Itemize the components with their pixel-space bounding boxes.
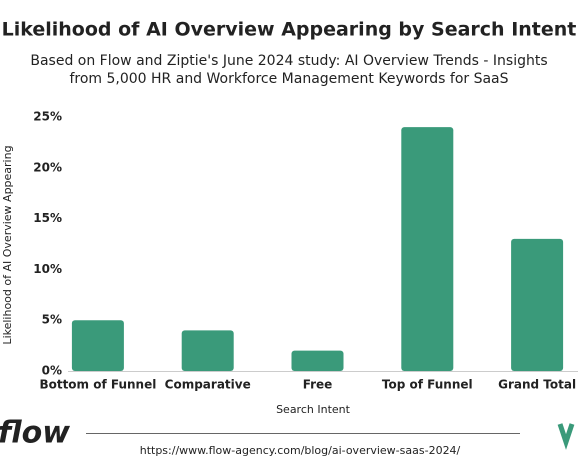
y-tick-label: 0%	[42, 364, 62, 378]
bar	[291, 350, 344, 371]
x-tick-label: Bottom of Funnel	[39, 378, 156, 392]
bar	[181, 330, 234, 371]
bar	[401, 127, 454, 371]
y-axis-label: Likelihood of AI Overview Appearing	[1, 145, 14, 344]
y-tick-label: 20%	[33, 160, 62, 174]
y-tick-label: 25%	[33, 110, 62, 124]
chart-title: Likelihood of AI Overview Appearing by S…	[2, 19, 577, 41]
x-tick-label: Grand Total	[498, 378, 576, 392]
x-tick-label: Comparative	[165, 378, 251, 392]
chart-subtitle: from 5,000 HR and Workforce Management K…	[69, 71, 508, 87]
x-axis-label: Search Intent	[276, 403, 351, 416]
bar	[511, 238, 564, 371]
logo: flow	[0, 416, 70, 451]
x-tick-label: Top of Funnel	[382, 378, 473, 392]
logo-mark	[557, 423, 575, 450]
y-tick-label: 5%	[42, 313, 62, 327]
chart-subtitle: Based on Flow and Ziptie's June 2024 stu…	[30, 53, 547, 69]
source-url: https://www.flow-agency.com/blog/ai-over…	[140, 444, 461, 457]
bar	[71, 320, 124, 371]
y-tick-label: 15%	[33, 211, 62, 225]
x-tick-label: Free	[303, 378, 333, 392]
y-tick-label: 10%	[33, 262, 62, 276]
